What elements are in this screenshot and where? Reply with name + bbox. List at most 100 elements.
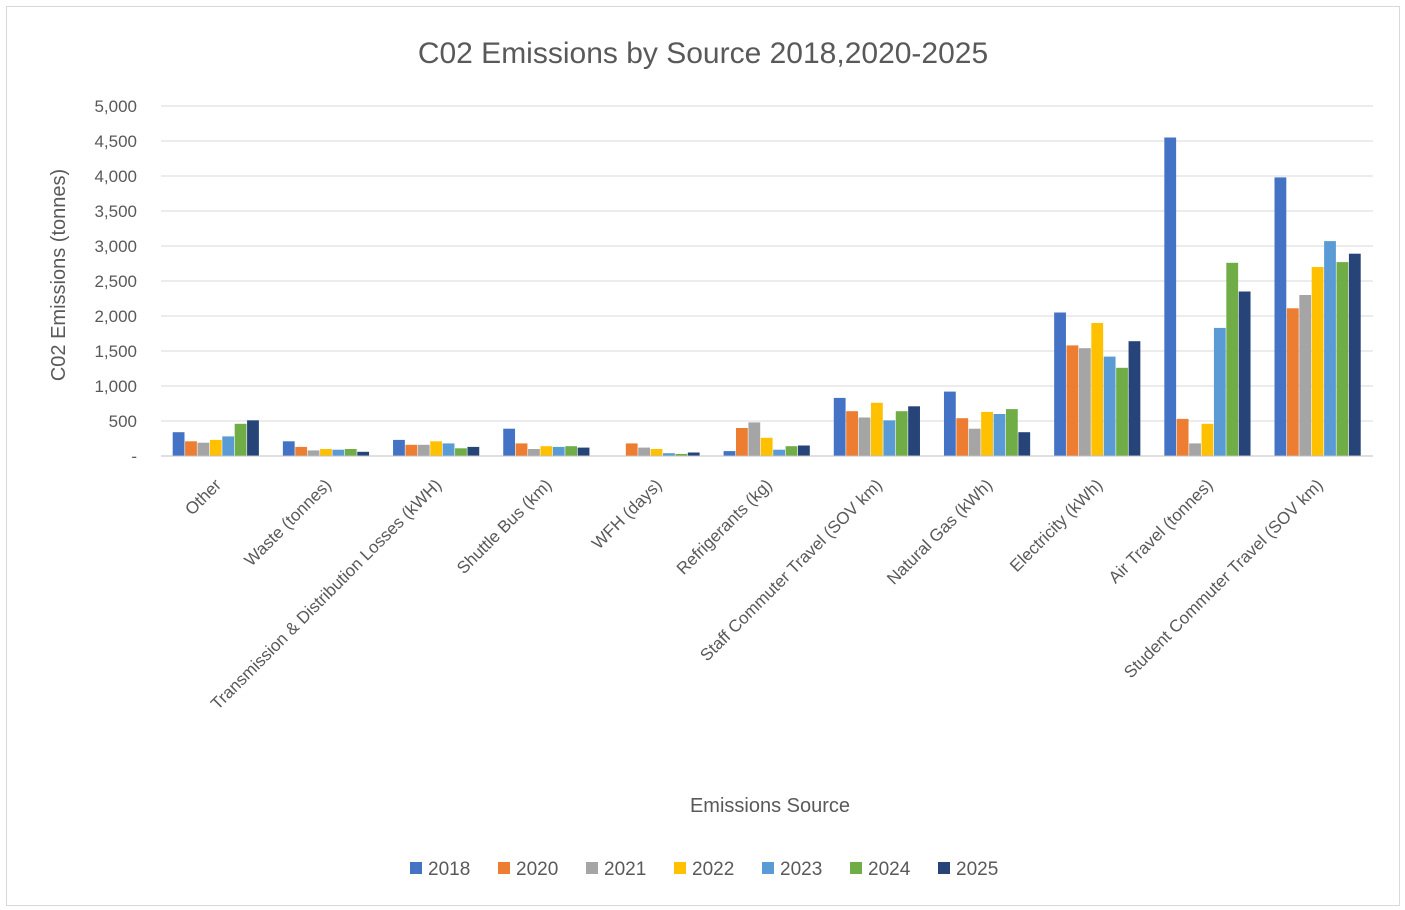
bar-2022 xyxy=(650,449,663,456)
x-tick-label: Refrigerants (kg) xyxy=(673,475,776,578)
bar-2022 xyxy=(870,402,883,456)
bar-2020 xyxy=(846,411,858,456)
gridlines xyxy=(161,105,1373,422)
x-tick-label: Shuttle Bus (km) xyxy=(453,475,555,577)
bar-2024 xyxy=(1116,367,1128,456)
bar-2021 xyxy=(968,428,981,456)
bar-2020 xyxy=(405,444,418,456)
x-tick-label: Electricity (kWh) xyxy=(1006,475,1106,575)
x-tick-label: Student Commuter Travel (SOV km) xyxy=(1120,475,1326,681)
chart: C02 Emissions by Source 2018,2020-2025 -… xyxy=(48,37,1373,880)
bar-2021 xyxy=(417,444,430,456)
bar-2023 xyxy=(442,443,455,456)
bar-2024 xyxy=(234,423,247,456)
bar-2022 xyxy=(981,411,993,456)
bar-2022 xyxy=(1311,267,1324,456)
bar-2023 xyxy=(1324,241,1336,456)
bar-2022 xyxy=(1091,323,1104,456)
bar-2024 xyxy=(1226,262,1239,456)
x-tick-label: Other xyxy=(181,475,225,519)
bar-2021 xyxy=(197,442,210,456)
legend-swatch-2022 xyxy=(674,862,686,874)
bar-2025 xyxy=(908,406,920,456)
bar-2020 xyxy=(1066,345,1079,456)
y-axis-label: C02 Emissions (tonnes) xyxy=(48,169,70,381)
bar-2023 xyxy=(883,420,896,456)
bar-2024 xyxy=(344,449,357,456)
y-tick-label: - xyxy=(131,447,137,466)
legend-label-2025: 2025 xyxy=(956,859,998,880)
bar-2020 xyxy=(295,446,308,456)
bars xyxy=(172,137,1361,456)
legend-label-2020: 2020 xyxy=(516,859,558,880)
y-tick-label: 3,000 xyxy=(94,237,137,256)
bar-2024 xyxy=(565,446,578,456)
bar-2020 xyxy=(625,443,638,456)
bar-2018 xyxy=(1164,137,1177,456)
legend-swatch-2024 xyxy=(850,862,862,874)
y-tick-label: 3,500 xyxy=(94,202,137,221)
chart-frame: C02 Emissions by Source 2018,2020-2025 -… xyxy=(6,6,1400,906)
bar-2025 xyxy=(798,445,810,456)
legend-label-2022: 2022 xyxy=(692,859,734,880)
bar-2018 xyxy=(723,451,736,456)
bar-2023 xyxy=(773,449,785,456)
legend: 2018 2020 2021 2022 2023 2024 2025 xyxy=(410,859,998,880)
legend-swatch-2018 xyxy=(410,862,422,874)
y-axis-ticks: - 500 1,000 1,500 2,000 2,500 3,000 3,500 4,000 4… xyxy=(94,97,137,466)
bar-2018 xyxy=(393,439,405,456)
bar-2021 xyxy=(858,417,871,456)
bar-2022 xyxy=(760,437,773,456)
bar-2024 xyxy=(1005,409,1018,456)
bar-2023 xyxy=(332,449,345,456)
bar-2024 xyxy=(785,446,798,456)
bar-2018 xyxy=(1274,177,1287,456)
bar-2025 xyxy=(1128,341,1141,456)
legend-swatch-2021 xyxy=(586,862,598,874)
bar-2023 xyxy=(552,446,565,456)
y-tick-label: 4,000 xyxy=(94,167,137,186)
bar-2020 xyxy=(1286,308,1299,456)
bar-2022 xyxy=(209,439,222,456)
bar-2018 xyxy=(943,391,956,456)
bar-2023 xyxy=(222,436,235,456)
y-tick-label: 1,500 xyxy=(94,342,137,361)
bar-2025 xyxy=(1348,253,1361,456)
bar-2020 xyxy=(736,428,748,456)
bar-2025 xyxy=(1018,432,1031,456)
bar-2024 xyxy=(895,411,908,456)
bar-2021 xyxy=(1299,295,1312,456)
bar-2020 xyxy=(515,443,528,456)
bar-2023 xyxy=(993,414,1006,456)
x-tick-label: WFH (days) xyxy=(588,475,666,553)
bar-2022 xyxy=(320,449,332,456)
bar-2025 xyxy=(687,452,700,456)
y-tick-label: 4,500 xyxy=(94,132,137,151)
bar-2022 xyxy=(430,441,443,456)
bar-2018 xyxy=(172,432,185,456)
legend-swatch-2020 xyxy=(498,862,510,874)
bar-2020 xyxy=(1176,418,1189,456)
bar-2023 xyxy=(1213,327,1226,456)
bar-2025 xyxy=(467,446,480,456)
bar-2018 xyxy=(503,428,516,456)
legend-label-2018: 2018 xyxy=(428,859,470,880)
bar-2021 xyxy=(748,422,761,456)
bar-2022 xyxy=(1201,423,1214,456)
chart-title: C02 Emissions by Source 2018,2020-2025 xyxy=(418,37,988,70)
bar-2020 xyxy=(185,441,197,456)
legend-swatch-2025 xyxy=(938,862,950,874)
bar-2018 xyxy=(1054,312,1066,456)
bar-2022 xyxy=(540,446,553,456)
bar-2025 xyxy=(1238,291,1251,456)
y-tick-label: 2,500 xyxy=(94,272,137,291)
bar-2018 xyxy=(833,397,846,456)
x-tick-label: Transmission & Distribution Losses (kWH) xyxy=(207,475,445,713)
bar-2024 xyxy=(675,453,688,456)
y-tick-label: 2,000 xyxy=(94,307,137,326)
bar-2025 xyxy=(247,420,259,456)
x-axis-ticks: Other Waste (tonnes)Transmission & Distri… xyxy=(181,475,1326,713)
bar-2020 xyxy=(956,418,969,456)
y-tick-label: 500 xyxy=(109,412,137,431)
bar-2023 xyxy=(1103,356,1116,456)
